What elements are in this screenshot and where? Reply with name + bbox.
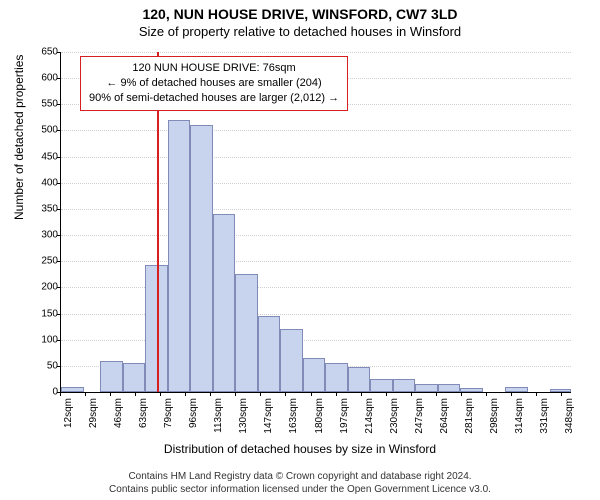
x-tick-label: 214sqm — [364, 398, 375, 434]
histogram-bar — [235, 274, 258, 392]
histogram-bar — [168, 120, 191, 392]
x-tick-label: 79sqm — [163, 398, 174, 428]
x-tick-label: 247sqm — [414, 398, 425, 434]
license-text: Contains HM Land Registry data © Crown c… — [0, 471, 600, 496]
x-tick-label: 130sqm — [238, 398, 249, 434]
y-tick-label: 500 — [41, 125, 58, 136]
histogram-bar — [393, 379, 416, 392]
y-tick-label: 150 — [41, 308, 58, 319]
y-axis-ticks: 050100150200250300350400450500550600650 — [24, 52, 58, 392]
chart-title: 120, NUN HOUSE DRIVE, WINSFORD, CW7 3LD — [0, 0, 600, 22]
callout-box: 120 NUN HOUSE DRIVE: 76sqm ← 9% of detac… — [80, 56, 348, 111]
x-tick-label: 230sqm — [389, 398, 400, 434]
x-axis-label: Distribution of detached houses by size … — [0, 442, 600, 456]
chart-container: 120, NUN HOUSE DRIVE, WINSFORD, CW7 3LD … — [0, 0, 600, 500]
license-line-1: Contains HM Land Registry data © Crown c… — [0, 471, 600, 484]
x-tick-label: 29sqm — [88, 398, 99, 428]
histogram-bar — [325, 363, 348, 392]
x-tick-label: 348sqm — [564, 398, 575, 434]
histogram-bar — [280, 329, 303, 392]
x-tick-label: 12sqm — [63, 398, 74, 428]
histogram-bar — [303, 358, 326, 392]
histogram-bar — [100, 361, 123, 392]
y-tick-label: 300 — [41, 230, 58, 241]
x-tick-label: 46sqm — [113, 398, 124, 428]
y-tick-label: 350 — [41, 203, 58, 214]
y-tick-label: 100 — [41, 334, 58, 345]
x-tick-label: 113sqm — [213, 398, 224, 433]
callout-line-1: 120 NUN HOUSE DRIVE: 76sqm — [89, 61, 339, 76]
y-tick-label: 550 — [41, 99, 58, 110]
y-tick-label: 450 — [41, 151, 58, 162]
x-tick-label: 264sqm — [439, 398, 450, 434]
y-tick-label: 250 — [41, 256, 58, 267]
callout-line-2: ← 9% of detached houses are smaller (204… — [89, 76, 339, 91]
histogram-bar — [190, 125, 213, 392]
histogram-bar — [123, 363, 146, 392]
x-tick-label: 331sqm — [539, 398, 550, 434]
histogram-bar — [213, 214, 236, 392]
x-tick-label: 314sqm — [514, 398, 525, 434]
x-tick-label: 147sqm — [263, 398, 274, 434]
license-line-2: Contains public sector information licen… — [0, 484, 600, 497]
x-tick-label: 96sqm — [188, 398, 199, 428]
histogram-bar — [438, 384, 461, 392]
y-tick-label: 600 — [41, 73, 58, 84]
x-tick-label: 281sqm — [464, 398, 475, 434]
histogram-bar — [370, 379, 393, 392]
histogram-bar — [348, 367, 371, 392]
y-tick-label: 200 — [41, 282, 58, 293]
x-tick-label: 63sqm — [138, 398, 149, 428]
plot-area: 120 NUN HOUSE DRIVE: 76sqm ← 9% of detac… — [60, 52, 570, 392]
histogram-bar — [415, 384, 438, 392]
x-tick-label: 298sqm — [489, 398, 500, 434]
y-tick-label: 650 — [41, 47, 58, 58]
chart-subtitle: Size of property relative to detached ho… — [0, 22, 600, 39]
callout-line-3: 90% of semi-detached houses are larger (… — [89, 91, 339, 106]
x-tick-label: 163sqm — [288, 398, 299, 434]
histogram-bar — [258, 316, 281, 392]
x-tick-label: 197sqm — [339, 398, 350, 434]
x-tick-label: 180sqm — [314, 398, 325, 434]
y-tick-label: 400 — [41, 177, 58, 188]
